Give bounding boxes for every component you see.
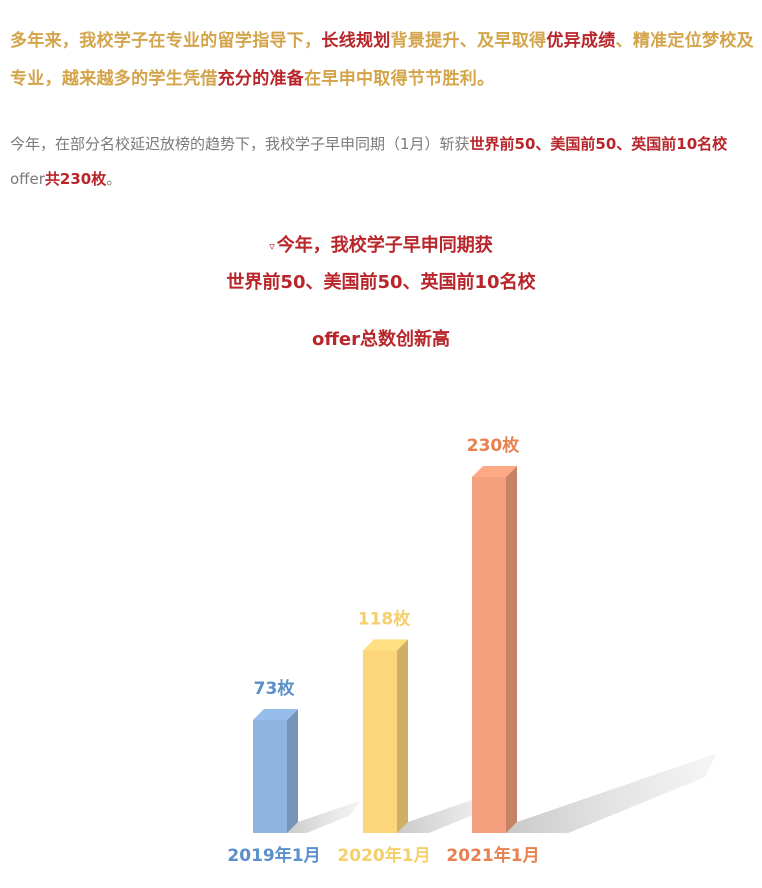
summary-paragraph: 今年，在部分名校延迟放榜的趋势下，我校学子早申同期（1月）斩获世界前50、美国前… [10, 127, 755, 197]
x-tick-label: 2020年1月 [337, 845, 430, 866]
highlighted-text: 世界前50、美国前50、英国前10名校 [469, 135, 728, 153]
data-label: 73枚 [254, 678, 296, 699]
text-segment: 在早申中取得节节胜利。 [304, 69, 495, 89]
triangle-icon: ▿ [269, 239, 275, 253]
intro-paragraph: 多年来，我校学子在专业的留学指导下，长线规划背景提升、及早取得优异成绩、精准定位… [10, 22, 755, 98]
bar-top [472, 466, 517, 477]
chart-heading-line3: offer总数创新高 [311, 329, 451, 350]
data-label: 118枚 [358, 608, 411, 629]
bar-shadow [287, 800, 362, 833]
text-segment: 背景提升、及早取得 [390, 31, 547, 51]
bar-top [363, 639, 408, 651]
data-label: 230枚 [467, 435, 520, 456]
x-tick-label: 2021年1月 [446, 845, 539, 866]
bar-front [363, 650, 397, 833]
text-segment: 、精准定位梦校及专业，越来越多的学生凭借 [10, 31, 754, 89]
bar-shadow [506, 753, 717, 833]
bar-side [506, 466, 517, 833]
highlighted-text: 共230枚 [44, 170, 107, 188]
bar-top [253, 709, 298, 721]
text-segment: 。 [106, 170, 122, 188]
chart-heading-line2: 世界前50、美国前50、英国前10名校 [226, 272, 536, 293]
highlighted-text: 充分的准备 [217, 69, 305, 89]
x-tick-label: 2019年1月 [227, 845, 320, 866]
bar-front [472, 477, 506, 833]
highlighted-text: 长线规划 [321, 31, 391, 51]
heading-text-1: 今年，我校学子早申同期获 [276, 235, 493, 256]
text-segment: 多年来，我校学子在专业的留学指导下， [10, 31, 322, 51]
bar-side [397, 639, 408, 833]
bar-front [253, 720, 287, 833]
highlighted-text: 优异成绩 [546, 31, 616, 51]
chart-heading-line1: ▿ 今年，我校学子早申同期获 [0, 231, 762, 257]
text-segment: offer [10, 170, 45, 188]
bar-side [287, 709, 298, 833]
text-segment: 今年，在部分名校延迟放榜的趋势下，我校学子早申同期（1月）斩获 [10, 135, 470, 153]
